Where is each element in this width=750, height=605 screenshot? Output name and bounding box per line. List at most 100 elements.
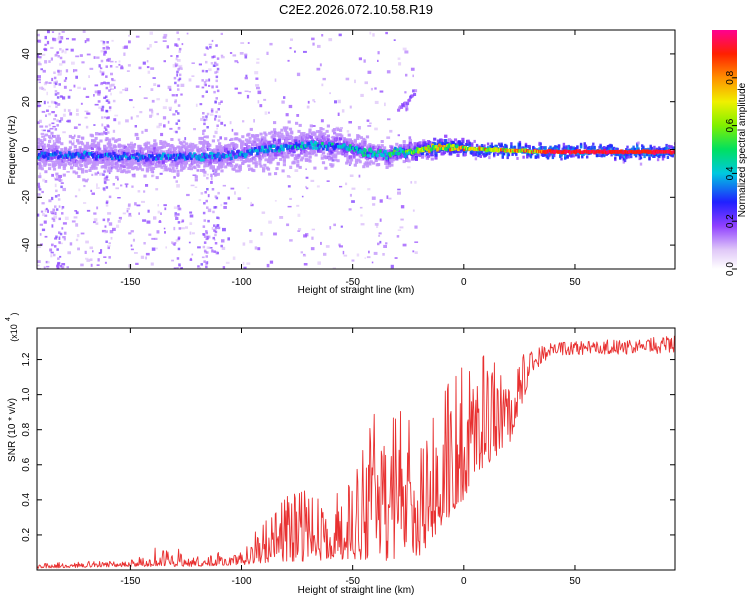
spectrogram-noise-blob xyxy=(358,57,362,61)
spectrogram-noise-streak xyxy=(58,241,61,244)
spectrogram-noise-streak xyxy=(215,44,218,47)
spectrogram-noise-blob xyxy=(143,97,148,99)
spectrogram-noise-blob xyxy=(104,132,108,135)
spectrogram-noise-blob xyxy=(85,257,89,260)
spectrogram-noise-streak xyxy=(55,208,59,211)
spectrogram-noise-blob xyxy=(99,70,102,73)
spectrogram-noise-streak xyxy=(176,267,179,269)
spectrogram-cell xyxy=(270,130,274,134)
spectrogram-noise-blob xyxy=(42,69,46,73)
spectrogram-noise-streak xyxy=(203,219,206,222)
spectrogram-noise-blob xyxy=(93,124,96,126)
spectrogram-noise-feature xyxy=(411,94,415,98)
spectrogram-noise-streak xyxy=(178,66,182,69)
spectrogram-noise-blob xyxy=(73,126,78,129)
spectrogram-noise-blob xyxy=(122,89,126,91)
spectrogram-cell xyxy=(178,146,182,150)
spectrogram-noise-blob xyxy=(128,34,130,37)
spectrogram-noise-blob xyxy=(297,230,301,232)
spectrogram-cell xyxy=(373,149,377,153)
spectrogram-cell xyxy=(120,163,124,167)
spectrogram-cell xyxy=(103,144,107,148)
spectrogram-noise-blob xyxy=(171,259,174,262)
spectrogram-cell xyxy=(380,140,384,143)
spectrogram-cell xyxy=(219,147,223,151)
spectrogram-noise-blob xyxy=(37,78,41,81)
spectrogram-cell xyxy=(263,131,267,135)
spectrogram-noise-blob xyxy=(114,114,119,117)
spectrogram-cell xyxy=(347,141,351,145)
spectrogram-cell xyxy=(281,169,285,173)
spectrogram-noise-blob xyxy=(98,64,101,68)
spectrogram-cell xyxy=(391,156,395,160)
spectrogram-core-cell xyxy=(136,152,139,156)
spectrogram-noise-blob xyxy=(269,260,274,264)
spectrogram-cell xyxy=(473,139,476,143)
spectrogram-noise-streak xyxy=(217,108,220,111)
spectrogram-noise-blob xyxy=(191,253,194,256)
spectrogram-noise-blob xyxy=(348,121,352,124)
spectrogram-noise-blob xyxy=(72,163,75,167)
spectrogram-noise-streak xyxy=(104,181,107,185)
spectrogram-core-cell xyxy=(301,141,304,145)
spectrogram-noise-blob xyxy=(51,77,54,82)
spectrogram-noise-blob xyxy=(180,93,183,96)
spectrogram-cell xyxy=(634,153,638,157)
spectrogram-noise-blob xyxy=(359,206,363,209)
spectrogram-cell xyxy=(144,145,148,149)
spectrogram-noise-blob xyxy=(51,160,55,163)
spectrogram-cell xyxy=(296,160,300,163)
spectrogram-cell xyxy=(219,145,223,148)
spectrogram-noise-blob xyxy=(110,72,113,76)
spectrogram-noise-streak xyxy=(177,104,181,107)
spectrogram-noise-blob xyxy=(130,230,134,233)
spectrogram-noise-blob xyxy=(75,223,79,227)
spectrogram-cell xyxy=(155,150,159,154)
spectrogram-cell xyxy=(299,158,304,162)
spectrogram-cell xyxy=(614,156,617,160)
spectrogram-noise-blob xyxy=(360,93,364,97)
spectrogram-cell xyxy=(357,134,361,138)
spectrogram-noise-blob xyxy=(152,77,156,79)
spectrogram-noise-blob xyxy=(197,267,201,269)
spectrogram-noise-blob xyxy=(312,42,315,46)
spectrogram-cell xyxy=(248,146,252,150)
spectrogram-cell xyxy=(209,166,213,170)
spectrogram-cell xyxy=(282,159,286,163)
spectrogram-noise-blob xyxy=(110,88,115,90)
spectrogram-cell xyxy=(308,130,312,134)
spectrogram-noise-blob xyxy=(337,99,341,104)
spectrogram-noise-blob xyxy=(96,206,99,210)
spectrogram-noise-streak xyxy=(211,55,214,59)
spectrogram-noise-streak xyxy=(218,115,221,118)
spectrogram-cell xyxy=(622,157,625,161)
spectrogram-cell xyxy=(62,167,66,170)
spectrogram-core-cell xyxy=(213,153,216,158)
spectrogram-noise-streak xyxy=(109,65,113,68)
spectrogram-noise-blob xyxy=(286,223,290,227)
spectrogram-cell xyxy=(263,136,267,140)
spectrogram-noise-blob xyxy=(96,56,100,59)
spectrogram-noise-blob xyxy=(109,60,114,63)
spectrogram-noise-blob xyxy=(249,240,253,244)
spectrogram-noise-blob xyxy=(109,108,112,112)
spectrogram-noise-blob xyxy=(300,251,303,254)
spectrogram-cell xyxy=(434,151,438,155)
spectrogram-cell xyxy=(264,158,268,162)
spectrogram-noise-blob xyxy=(208,68,212,72)
spectrogram-core-cell xyxy=(462,146,465,150)
spectrogram-noise-blob xyxy=(96,183,98,187)
spectrogram-cell xyxy=(280,132,284,136)
spectrogram-noise-blob xyxy=(296,204,300,207)
spectrogram-cell xyxy=(103,150,107,154)
spectrogram-noise-blob xyxy=(379,218,382,222)
spectrogram-noise-streak xyxy=(214,61,217,65)
spectrogram-cell xyxy=(348,161,352,165)
spectrogram-noise-blob xyxy=(42,213,45,217)
spectrogram-cell xyxy=(273,138,277,142)
spectrogram-noise-streak xyxy=(176,44,179,47)
spectrogram-noise-blob xyxy=(103,130,106,134)
spectrogram-noise-feature xyxy=(414,89,418,93)
spectrogram-noise-blob xyxy=(163,204,167,207)
spectrogram-noise-blob xyxy=(211,227,214,230)
